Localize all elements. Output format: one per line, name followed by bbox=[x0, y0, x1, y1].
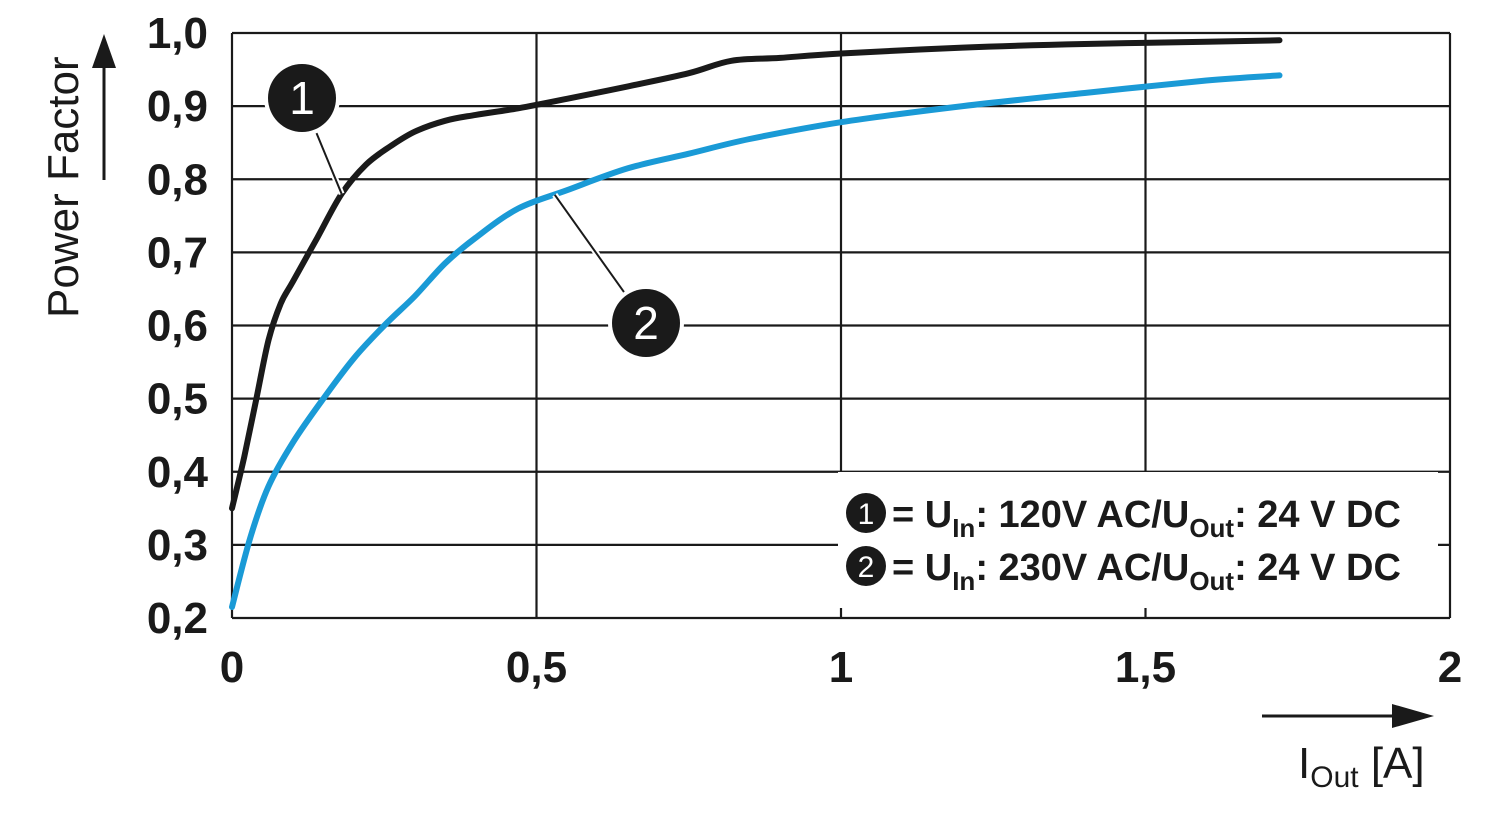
legend-marker-2 bbox=[846, 546, 886, 586]
grid bbox=[230, 31, 1452, 620]
series-line-2 bbox=[229, 72, 1283, 610]
legend-box bbox=[838, 472, 1438, 608]
y-tick-label: 0,2 bbox=[147, 594, 208, 643]
legend-entry-1: 1 = UIn: 120V AC/UOut: 24 V DC bbox=[846, 493, 1401, 543]
callout-badge-2 bbox=[612, 289, 680, 357]
y-tick-label: 0,7 bbox=[147, 228, 208, 277]
y-axis-title: Power Factor bbox=[39, 56, 88, 318]
x-axis-arrow-head bbox=[1392, 704, 1434, 728]
legend-2-pre: = U bbox=[892, 547, 952, 589]
legend-text-1: = UIn: 120V AC/UOut: 24 V DC bbox=[892, 494, 1401, 543]
x-tick-label: 2 bbox=[1438, 643, 1462, 692]
legend-2-mid: : 230V AC/U bbox=[975, 547, 1189, 589]
x-axis-title-unit: [A] bbox=[1359, 739, 1425, 788]
legend-2-sub1: In bbox=[952, 566, 975, 596]
legend-2-sub2: Out bbox=[1189, 566, 1234, 596]
y-tick-label: 1,0 bbox=[147, 9, 208, 58]
x-tick-label: 0 bbox=[220, 643, 244, 692]
legend-marker-1-label: 1 bbox=[858, 498, 875, 531]
x-axis-title: IOut [A] bbox=[1298, 739, 1425, 794]
legend-1-sub1: In bbox=[952, 513, 975, 543]
series-lines bbox=[229, 37, 1283, 610]
callout-badge-1 bbox=[268, 64, 336, 132]
legend-1-mid: : 120V AC/U bbox=[975, 494, 1189, 536]
series-badges: 12 bbox=[264, 60, 684, 361]
y-tick-label: 0,3 bbox=[147, 521, 208, 570]
x-tick-label: 1,5 bbox=[1115, 643, 1176, 692]
callout-badge-label-2: 2 bbox=[633, 297, 659, 349]
legend-1-post: : 24 V DC bbox=[1234, 494, 1401, 536]
x-axis-title-sub: Out bbox=[1310, 761, 1359, 794]
y-tick-label: 0,5 bbox=[147, 375, 208, 424]
y-tick-label: 0,8 bbox=[147, 155, 208, 204]
legend-text-2: = UIn: 230V AC/UOut: 24 V DC bbox=[892, 547, 1401, 596]
y-axis-title-group: Power Factor bbox=[39, 34, 116, 318]
legend-2-post: : 24 V DC bbox=[1234, 547, 1401, 589]
y-tick-label: 0,9 bbox=[147, 82, 208, 131]
legend-1-pre: = U bbox=[892, 494, 952, 536]
legend-1-sub2: Out bbox=[1189, 513, 1234, 543]
y-tick-label: 0,6 bbox=[147, 302, 208, 351]
callout-badge-label-1: 1 bbox=[289, 72, 315, 124]
x-tick-label: 0,5 bbox=[506, 643, 567, 692]
y-tick-label: 0,4 bbox=[147, 448, 209, 497]
legend-marker-2-label: 2 bbox=[858, 551, 875, 584]
legend: 1 = UIn: 120V AC/UOut: 24 V DC 2 = UIn: … bbox=[838, 472, 1438, 608]
tick-labels: 0 0,5 1 1,5 2 0,2 0,3 0,4 0,5 0,6 0,7 0,8 0,9 1,0 bbox=[147, 9, 1462, 692]
x-axis-title-group: IOut [A] bbox=[1262, 704, 1434, 794]
series-line-1 bbox=[229, 37, 1283, 512]
x-axis-title-main: I bbox=[1298, 739, 1310, 788]
y-axis-arrow-head bbox=[92, 34, 116, 68]
legend-marker-1 bbox=[846, 493, 886, 533]
legend-entry-2: 2 = UIn: 230V AC/UOut: 24 V DC bbox=[846, 546, 1401, 596]
x-tick-label: 1 bbox=[829, 643, 853, 692]
